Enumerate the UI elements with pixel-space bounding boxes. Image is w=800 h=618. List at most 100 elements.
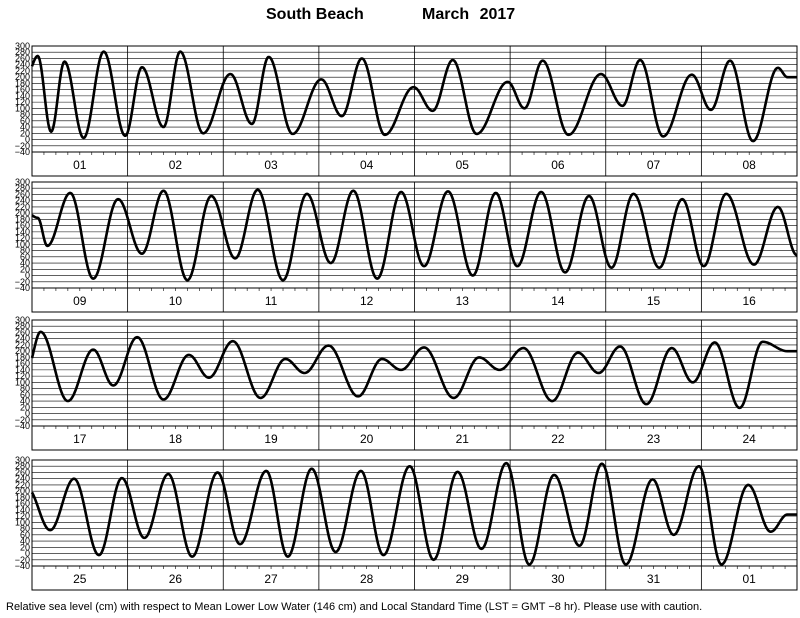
footer-note: Relative sea level (cm) with respect to …	[6, 601, 703, 613]
y-tick-label: 180	[15, 214, 30, 224]
day-label: 30	[551, 572, 565, 586]
y-tick-label: 280	[15, 321, 30, 331]
tide-curve	[30, 50, 798, 143]
tide-curve	[30, 330, 798, 410]
tide-chart: −40−200204060801001201401601802002202402…	[15, 41, 798, 591]
y-tick-label: −40	[15, 561, 30, 571]
day-label: 04	[360, 158, 374, 172]
y-tick-label: 0	[25, 549, 30, 559]
y-tick-label: −20	[15, 555, 30, 565]
y-tick-label: 220	[15, 480, 30, 490]
y-tick-label: 80	[20, 246, 30, 256]
day-label: 09	[73, 294, 87, 308]
y-tick-label: 220	[15, 340, 30, 350]
y-tick-label: 220	[15, 66, 30, 76]
tide-curve	[30, 461, 798, 566]
day-label: 18	[169, 432, 183, 446]
panel-frame	[31, 319, 798, 451]
day-label: 16	[743, 294, 757, 308]
y-tick-label: 20	[20, 128, 30, 138]
y-tick-label: 60	[20, 390, 30, 400]
y-tick-label: 240	[15, 196, 30, 206]
day-label: 25	[73, 572, 87, 586]
y-tick-label: 280	[15, 183, 30, 193]
y-tick-label: −40	[15, 147, 30, 157]
day-label: 12	[360, 294, 374, 308]
panel-frame	[31, 459, 798, 591]
panel-frame	[31, 45, 798, 177]
day-label: 01	[73, 158, 87, 172]
y-tick-label: 260	[15, 189, 30, 199]
day-label: 22	[551, 432, 565, 446]
y-tick-label: 300	[15, 41, 30, 51]
y-tick-label: 80	[20, 110, 30, 120]
y-tick-label: −40	[15, 421, 30, 431]
y-tick-label: −40	[15, 283, 30, 293]
day-label: 11	[265, 294, 278, 308]
y-tick-label: −20	[15, 141, 30, 151]
y-tick-label: 100	[15, 517, 30, 527]
y-tick-label: 140	[15, 365, 30, 375]
y-tick-label: −20	[15, 277, 30, 287]
day-label: 27	[264, 572, 278, 586]
y-tick-label: 300	[15, 315, 30, 325]
y-tick-label: 0	[25, 135, 30, 145]
y-tick-label: 120	[15, 371, 30, 381]
y-tick-label: 140	[15, 505, 30, 515]
panel-frame	[31, 181, 798, 313]
station-title: South Beach	[266, 6, 364, 23]
y-tick-label: 160	[15, 85, 30, 95]
y-tick-label: 40	[20, 258, 30, 268]
y-tick-label: 200	[15, 486, 30, 496]
day-label: 17	[73, 432, 87, 446]
day-label: 20	[360, 432, 374, 446]
day-label: 06	[551, 158, 565, 172]
y-tick-label: 60	[20, 116, 30, 126]
day-label: 24	[743, 432, 757, 446]
y-tick-label: 260	[15, 327, 30, 337]
y-tick-label: 40	[20, 396, 30, 406]
y-tick-label: 40	[20, 536, 30, 546]
y-tick-label: 100	[15, 103, 30, 113]
y-tick-label: 300	[15, 455, 30, 465]
y-tick-label: 40	[20, 122, 30, 132]
day-label: 28	[360, 572, 374, 586]
y-tick-label: 280	[15, 47, 30, 57]
y-tick-label: 180	[15, 352, 30, 362]
day-label: 19	[264, 432, 278, 446]
y-tick-label: 160	[15, 221, 30, 231]
y-tick-label: 200	[15, 208, 30, 218]
day-label: 14	[551, 294, 565, 308]
y-tick-label: 20	[20, 402, 30, 412]
day-label: 01	[743, 572, 757, 586]
y-tick-label: 20	[20, 264, 30, 274]
day-label: 07	[647, 158, 661, 172]
y-tick-label: 0	[25, 271, 30, 281]
y-tick-label: 240	[15, 60, 30, 70]
y-tick-label: 280	[15, 461, 30, 471]
y-tick-label: 160	[15, 359, 30, 369]
y-tick-label: 260	[15, 53, 30, 63]
y-tick-label: 120	[15, 511, 30, 521]
day-label: 10	[169, 294, 183, 308]
year-label: 2017	[479, 6, 516, 23]
day-label: 08	[743, 158, 757, 172]
y-tick-label: 240	[15, 334, 30, 344]
y-tick-label: 60	[20, 530, 30, 540]
y-tick-label: 160	[15, 499, 30, 509]
day-label: 23	[647, 432, 661, 446]
y-tick-label: 100	[15, 239, 30, 249]
y-tick-label: 80	[20, 524, 30, 534]
y-tick-label: 100	[15, 377, 30, 387]
day-label: 15	[647, 294, 661, 308]
y-tick-label: 220	[15, 202, 30, 212]
day-label: 02	[169, 158, 183, 172]
day-label: 13	[456, 294, 470, 308]
day-label: 31	[647, 572, 661, 586]
y-tick-label: 140	[15, 227, 30, 237]
y-tick-label: 20	[20, 542, 30, 552]
day-label: 21	[456, 432, 470, 446]
y-tick-label: 120	[15, 97, 30, 107]
month-label: March	[422, 6, 470, 23]
y-tick-label: 200	[15, 72, 30, 82]
